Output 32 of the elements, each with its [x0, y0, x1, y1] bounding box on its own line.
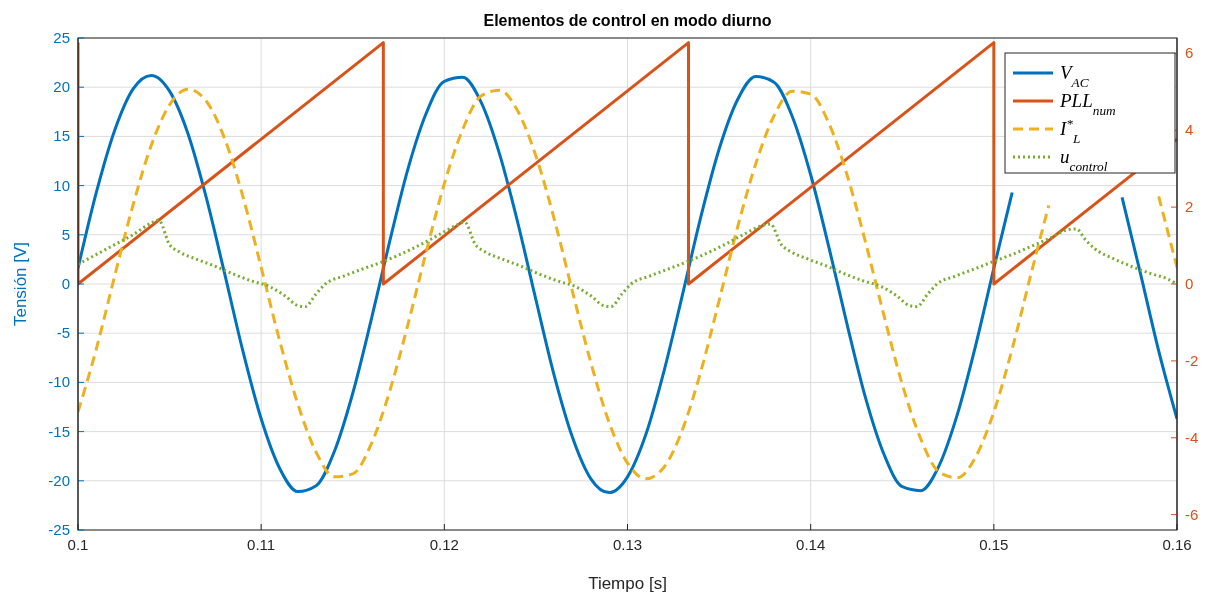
x-tick-label: 0.1 [67, 536, 89, 553]
x-tick-label: 0.15 [979, 536, 1009, 553]
y2-tick-label: 6 [1185, 44, 1194, 62]
line-series [78, 218, 1177, 309]
chart-title: Elementos de control en modo diurno [483, 12, 772, 29]
y-tick-label: 25 [53, 29, 70, 46]
legend-label: V$_{AC}$ [1060, 62, 1089, 90]
x-tick-label: 0.16 [1162, 536, 1192, 553]
y2-tick-label: -2 [1185, 351, 1199, 369]
y2-tick-label: 0 [1185, 275, 1194, 292]
x-tick-label: 0.13 [612, 536, 643, 553]
y-tick-label: 15 [53, 127, 70, 145]
y-tick-label: 20 [53, 78, 70, 96]
y-tick-label: 5 [61, 225, 70, 243]
x-tick-label: 0.11 [247, 536, 276, 553]
y-tick-label: -5 [56, 324, 70, 342]
y-tick-label: -10 [48, 373, 70, 391]
y-tick-label: 0 [61, 275, 70, 292]
x-tick-label: 0.12 [429, 536, 459, 553]
x-axis-title: Tiempo [s] [588, 574, 667, 593]
y2-tick-label: -4 [1185, 428, 1199, 446]
y-tick-label: 10 [53, 176, 70, 194]
y2-tick-label: 2 [1185, 198, 1194, 216]
y2-tick-label: -6 [1185, 505, 1199, 523]
y-tick-label: -20 [48, 471, 70, 489]
y-axis-title: Tensión [V] [11, 241, 30, 327]
legend-label: PLL$_{num}$ [1059, 90, 1117, 118]
legend-label: u$_{control}$ [1060, 146, 1108, 174]
y2-tick-label: 4 [1185, 121, 1194, 139]
x-tick-label: 0.14 [796, 536, 826, 553]
y-tick-label: -15 [48, 422, 70, 440]
y-tick-label: -25 [48, 521, 70, 538]
